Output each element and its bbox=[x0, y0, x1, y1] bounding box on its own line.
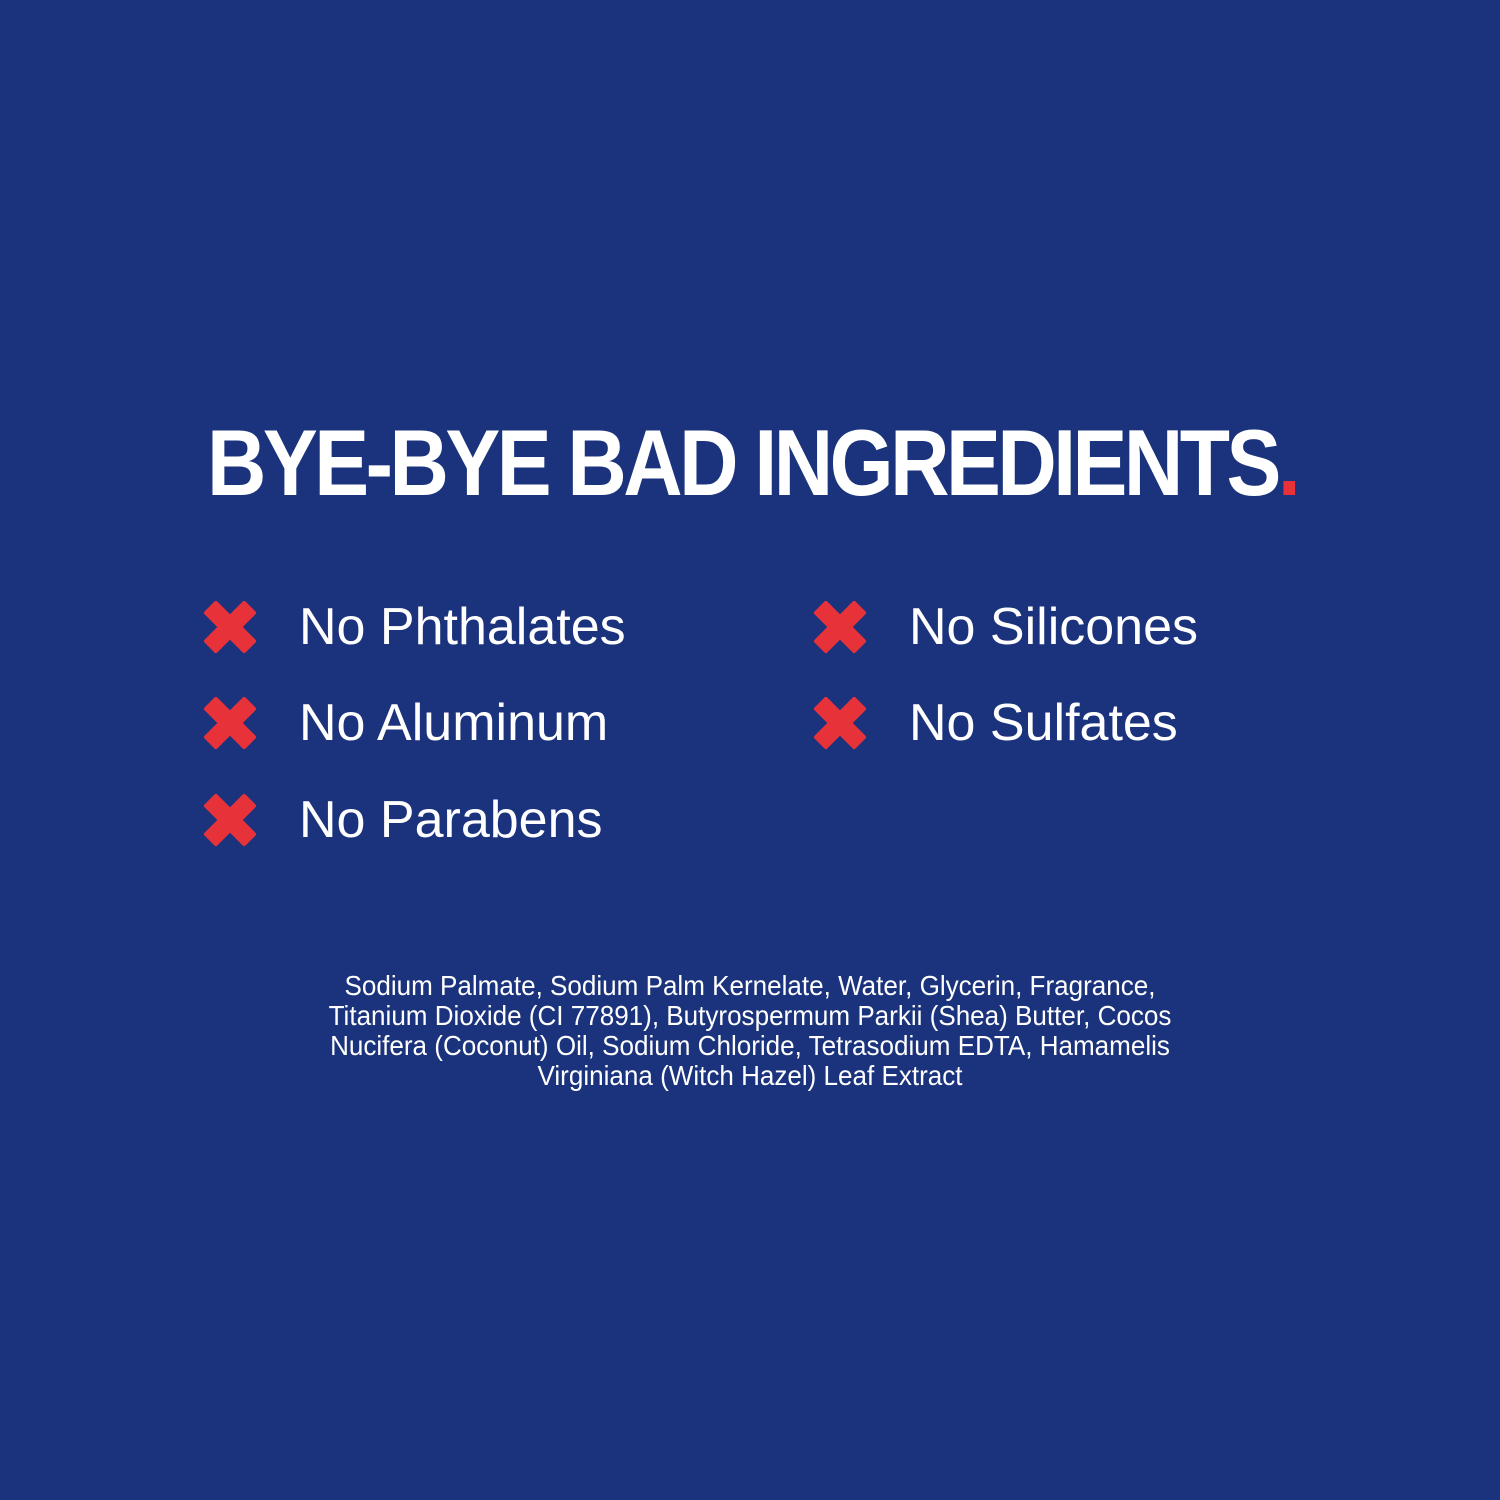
ingredients-line: Virginiana (Witch Hazel) Leaf Extract bbox=[537, 1060, 963, 1091]
free-from-item: No Phthalates bbox=[204, 597, 626, 657]
x-mark-icon bbox=[814, 697, 866, 749]
free-from-label: No Parabens bbox=[299, 791, 603, 849]
free-from-label: No Silicones bbox=[909, 598, 1199, 656]
ingredients-line: Sodium Palmate, Sodium Palm Kernelate, W… bbox=[344, 970, 1156, 1001]
free-from-item: No Aluminum bbox=[204, 693, 608, 753]
ingredients-list: Sodium Palmate, Sodium Palm Kernelate, W… bbox=[150, 971, 1350, 1091]
free-from-label: No Aluminum bbox=[299, 694, 609, 752]
free-from-label: No Sulfates bbox=[909, 694, 1178, 752]
free-from-item: No Sulfates bbox=[814, 693, 1178, 753]
free-from-item: No Silicones bbox=[814, 597, 1198, 657]
headline-text: BYE-BYE BAD INGREDIENTS bbox=[207, 410, 1281, 515]
x-mark-icon bbox=[204, 697, 256, 749]
x-mark-icon bbox=[814, 601, 866, 653]
free-from-label: No Phthalates bbox=[299, 598, 626, 656]
headline: BYE-BYE BAD INGREDIENTS. bbox=[207, 416, 1301, 510]
ingredients-line: Titanium Dioxide (CI 77891), Butyrosperm… bbox=[328, 1000, 1172, 1031]
free-from-item: No Parabens bbox=[204, 790, 603, 850]
x-mark-icon bbox=[204, 794, 256, 846]
headline-period: . bbox=[1277, 410, 1301, 515]
ingredients-line: Nucifera (Coconut) Oil, Sodium Chloride,… bbox=[330, 1030, 1170, 1061]
x-mark-icon bbox=[204, 601, 256, 653]
